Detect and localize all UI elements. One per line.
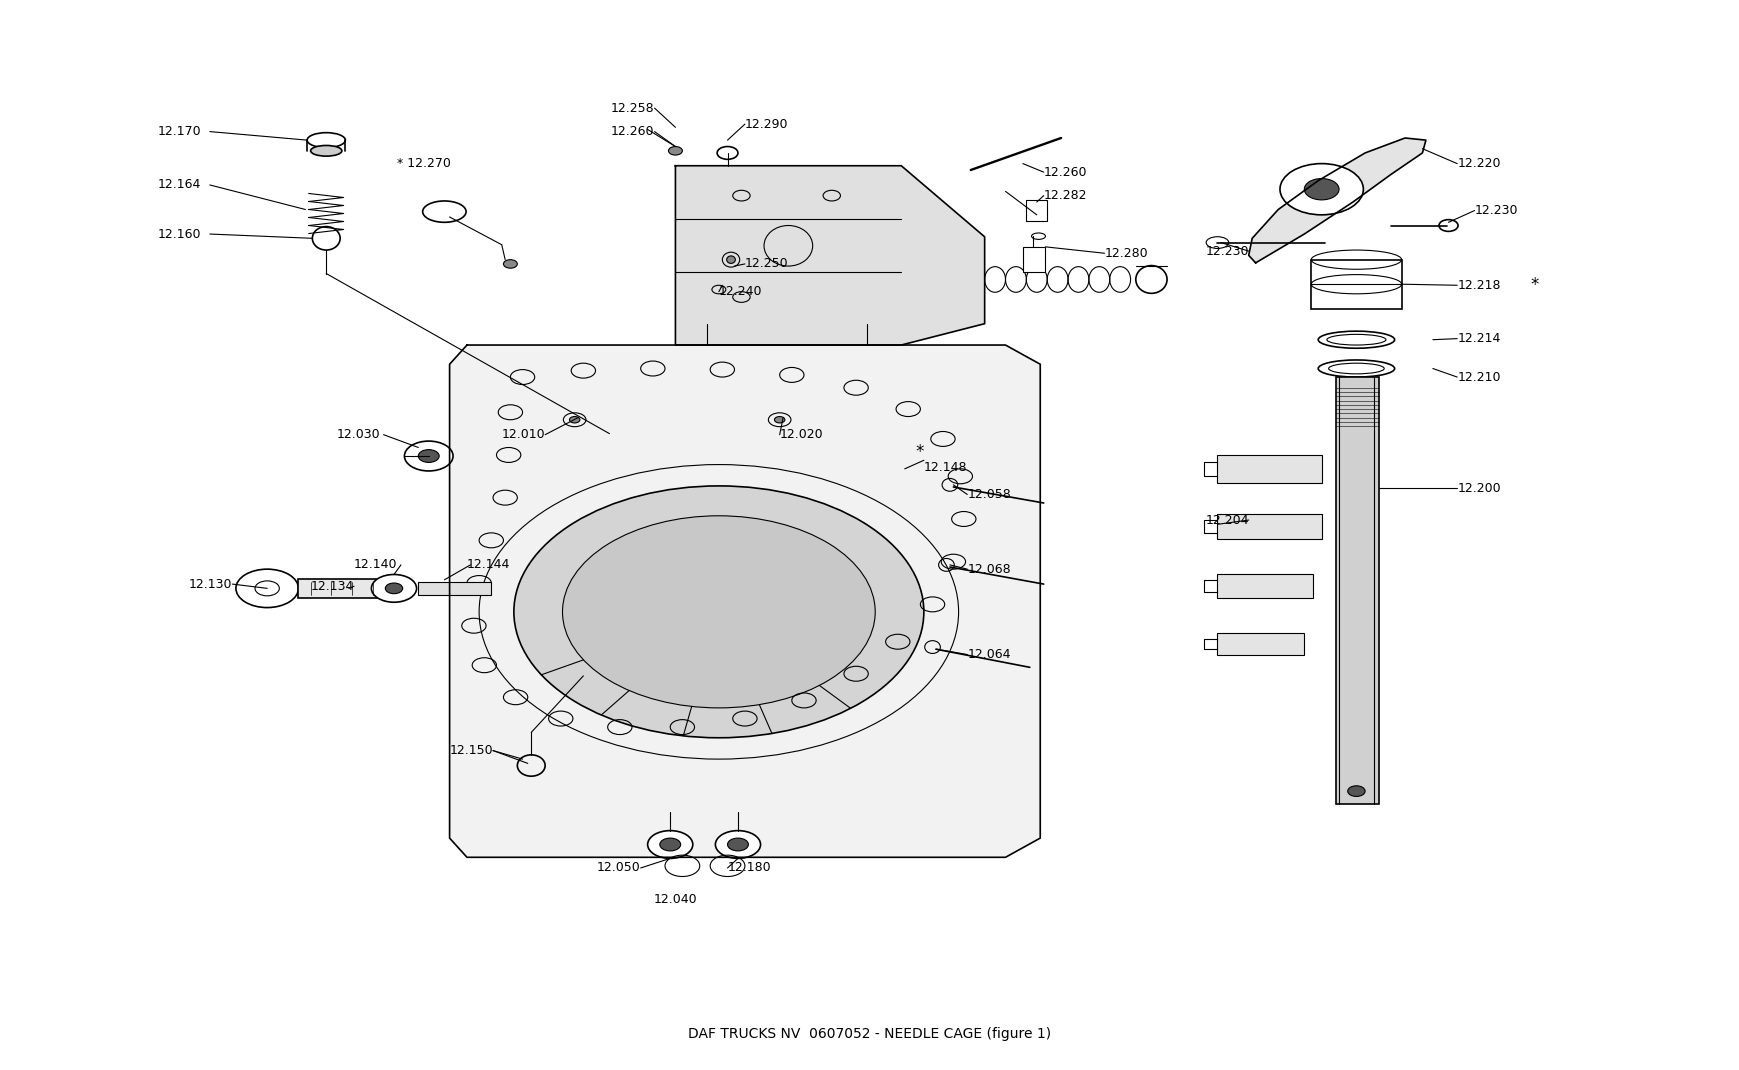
Text: 12.140: 12.140	[353, 559, 396, 571]
Circle shape	[647, 830, 692, 858]
Text: 12.230: 12.230	[1205, 245, 1249, 258]
Text: 12.220: 12.220	[1456, 157, 1499, 170]
Circle shape	[237, 569, 299, 608]
Text: 12.144: 12.144	[466, 559, 510, 571]
Text: 12.150: 12.150	[449, 744, 492, 758]
Text: 12.050: 12.050	[596, 861, 640, 874]
Text: 12.058: 12.058	[967, 488, 1010, 501]
Text: 12.218: 12.218	[1456, 279, 1499, 292]
Bar	[1336, 377, 1379, 804]
Bar	[1023, 247, 1045, 273]
Text: 12.064: 12.064	[967, 648, 1010, 661]
Text: 12.258: 12.258	[610, 102, 654, 114]
Text: 12.164: 12.164	[158, 179, 202, 192]
Text: 12.210: 12.210	[1456, 370, 1499, 383]
Text: *: *	[1529, 276, 1537, 294]
Text: 12.068: 12.068	[967, 563, 1010, 576]
Circle shape	[513, 486, 923, 738]
Text: 12.240: 12.240	[718, 286, 762, 299]
Bar	[1026, 200, 1047, 221]
Text: 12.180: 12.180	[727, 861, 770, 874]
Circle shape	[417, 449, 438, 462]
Text: 12.170: 12.170	[158, 125, 202, 138]
Text: DAF TRUCKS NV  0607052 - NEEDLE CAGE (figure 1): DAF TRUCKS NV 0607052 - NEEDLE CAGE (fig…	[689, 1027, 1050, 1041]
Ellipse shape	[503, 260, 516, 269]
Circle shape	[370, 575, 416, 602]
Text: 12.230: 12.230	[1473, 204, 1516, 217]
Ellipse shape	[727, 256, 736, 263]
Text: 12.040: 12.040	[654, 893, 697, 906]
Polygon shape	[449, 345, 1040, 857]
Circle shape	[715, 830, 760, 858]
Circle shape	[1304, 179, 1339, 200]
Bar	[299, 579, 388, 598]
Bar	[1217, 514, 1322, 539]
Text: 12.200: 12.200	[1456, 482, 1501, 494]
Circle shape	[403, 441, 452, 471]
Circle shape	[384, 583, 402, 594]
Text: 12.130: 12.130	[190, 578, 233, 591]
Text: 12.020: 12.020	[779, 428, 823, 441]
Text: 12.260: 12.260	[1043, 166, 1087, 179]
Bar	[417, 582, 490, 595]
Ellipse shape	[668, 147, 682, 155]
Text: 12.160: 12.160	[158, 228, 202, 241]
Text: 12.290: 12.290	[744, 118, 788, 131]
Ellipse shape	[774, 416, 784, 423]
Circle shape	[659, 838, 680, 851]
Circle shape	[562, 516, 875, 708]
Polygon shape	[675, 166, 984, 345]
Bar	[1217, 455, 1322, 483]
Ellipse shape	[1438, 219, 1457, 231]
Text: 12.260: 12.260	[610, 125, 654, 138]
Bar	[1217, 633, 1304, 655]
Circle shape	[1280, 164, 1363, 215]
Text: 12.010: 12.010	[501, 428, 544, 441]
Text: 12.214: 12.214	[1456, 332, 1499, 346]
Text: 12.204: 12.204	[1205, 514, 1249, 526]
Circle shape	[727, 838, 748, 851]
Bar	[1217, 575, 1313, 598]
Text: * 12.270: * 12.270	[396, 157, 450, 170]
Text: 12.280: 12.280	[1104, 247, 1148, 260]
Ellipse shape	[569, 416, 579, 423]
Text: 12.250: 12.250	[744, 258, 788, 271]
Text: 12.030: 12.030	[336, 428, 379, 441]
Ellipse shape	[311, 146, 341, 156]
Text: *: *	[915, 443, 923, 461]
Bar	[1311, 260, 1402, 309]
Text: 12.134: 12.134	[311, 580, 353, 593]
Circle shape	[1348, 785, 1365, 796]
Text: 12.148: 12.148	[923, 461, 967, 474]
Polygon shape	[1249, 138, 1424, 263]
Text: 12.282: 12.282	[1043, 189, 1087, 202]
